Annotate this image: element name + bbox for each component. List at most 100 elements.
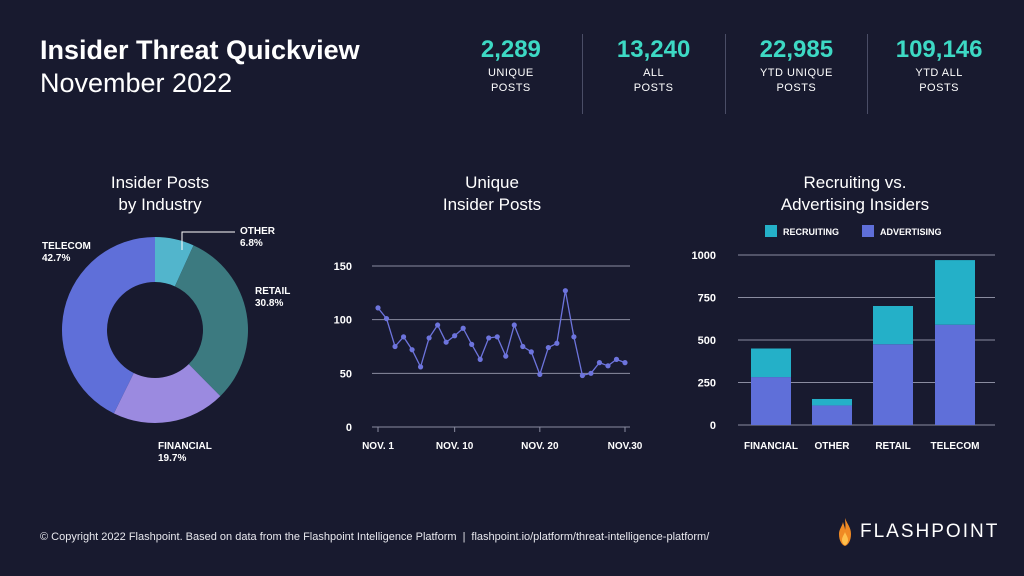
- footer-link[interactable]: flashpoint.io/platform/threat-intelligen…: [471, 531, 710, 543]
- line-point: [579, 372, 586, 379]
- line-point: [596, 360, 603, 366]
- bar-recruiting-financial: [751, 348, 791, 378]
- line-point: [417, 364, 424, 370]
- line-point: [375, 305, 381, 311]
- chart-title-line: Insider Posts: [110, 173, 210, 192]
- line-point: [537, 371, 543, 378]
- line-point: [554, 340, 560, 346]
- line-y-tick: 0: [346, 422, 352, 434]
- line-point: [528, 349, 534, 355]
- header: Insider Threat Quickview November 2022: [40, 34, 360, 100]
- bar-y-tick: 0: [710, 420, 716, 432]
- line-x-tick: NOV. 20: [521, 441, 559, 452]
- chart-title-line: Recruiting vs.: [803, 173, 907, 192]
- stat-ytd-all-posts: 109,146 YTD ALL POSTS: [867, 34, 1010, 114]
- stat-value: 22,985: [759, 36, 834, 63]
- line-point: [520, 343, 526, 350]
- chart-title-line: Advertising Insiders: [780, 195, 930, 214]
- line-point: [452, 333, 458, 339]
- legend-swatch-advertising: [862, 225, 874, 237]
- bar-recruiting-retail: [873, 306, 913, 345]
- stat-value: 13,240: [616, 36, 691, 63]
- line-point: [486, 335, 492, 341]
- line-point: [383, 315, 390, 322]
- bar-x-tick: FINANCIAL: [744, 441, 798, 452]
- line-x-tick: NOV. 1: [362, 441, 394, 452]
- line-chart-title: Unique Insider Posts: [392, 172, 592, 216]
- bar-x-tick: TELECOM: [931, 441, 980, 452]
- bar-advertising-other: [812, 405, 852, 425]
- stat-label: YTD ALL: [915, 67, 963, 79]
- line-point: [409, 347, 415, 353]
- bar-y-tick: 500: [698, 335, 716, 347]
- line-y-tick: 100: [334, 315, 352, 327]
- page-title: Insider Threat Quickview: [40, 35, 360, 65]
- bar-x-tick: OTHER: [815, 441, 851, 452]
- donut-label-other: OTHER: [240, 226, 276, 237]
- line-point: [503, 353, 509, 359]
- stat-label: POSTS: [776, 82, 817, 94]
- bar-advertising-financial: [751, 377, 791, 425]
- line-x-tick: NOV. 10: [436, 441, 474, 452]
- stat-label: POSTS: [633, 82, 674, 94]
- stat-label: UNIQUE: [487, 67, 534, 79]
- stat-ytd-unique-posts: 22,985 YTD UNIQUE POSTS: [724, 34, 868, 114]
- line-point: [622, 360, 628, 366]
- line-series: [377, 290, 626, 377]
- donut-value-retail: 30.8%: [255, 298, 283, 309]
- stat-label: ALL: [643, 67, 665, 79]
- bar-y-tick: 250: [698, 378, 716, 390]
- legend-swatch-recruiting: [765, 225, 777, 237]
- donut-value-other: 6.8%: [240, 238, 263, 249]
- donut-slice-other: [155, 237, 194, 287]
- stats-bar: 2,289 UNIQUE POSTS 13,240 ALL POSTS 22,9…: [440, 34, 1010, 114]
- line-point: [605, 363, 611, 369]
- bar-advertising-retail: [873, 344, 913, 425]
- line-point: [469, 341, 475, 347]
- stat-label: POSTS: [490, 82, 531, 94]
- line-y-tick: 50: [340, 368, 352, 380]
- line-point: [562, 288, 568, 294]
- bar-y-tick: 750: [698, 293, 716, 305]
- chart-title-line: Insider Posts: [442, 195, 542, 214]
- donut-value-financial: 19.7%: [158, 453, 186, 464]
- line-point: [613, 356, 620, 362]
- line-y-tick: 150: [334, 261, 352, 273]
- line-point: [443, 339, 449, 345]
- stat-label: POSTS: [919, 82, 960, 94]
- bar-x-tick: RETAIL: [875, 441, 910, 452]
- bar-advertising-telecom: [935, 324, 975, 425]
- stat-label: YTD UNIQUE: [759, 67, 833, 79]
- donut-label-retail: RETAIL: [255, 286, 290, 297]
- bar-recruiting-telecom: [935, 260, 975, 325]
- line-point: [588, 370, 594, 376]
- donut-slice-retail: [174, 245, 248, 397]
- line-x-tick: NOV.30: [608, 441, 643, 452]
- flame-icon: [839, 518, 851, 546]
- line-point: [545, 344, 551, 351]
- stat-value: 109,146: [895, 36, 983, 63]
- bar-y-tick: 1000: [692, 250, 716, 262]
- line-point: [477, 356, 483, 362]
- line-point: [511, 322, 517, 328]
- bar-recruiting-other: [812, 398, 852, 406]
- chart-title-line: Unique: [465, 173, 519, 192]
- stat-unique-posts: 2,289 UNIQUE POSTS: [440, 34, 582, 114]
- line-point: [460, 325, 466, 331]
- chart-title-line: by Industry: [118, 195, 202, 214]
- charts-canvas: OTHER6.8%RETAIL30.8%FINANCIAL19.7%TELECO…: [42, 225, 995, 464]
- donut-slice-financial: [113, 364, 221, 423]
- footer: © Copyright 2022 Flashpoint. Based on da…: [40, 531, 709, 543]
- donut-label-financial: FINANCIAL: [158, 441, 212, 452]
- donut-value-telecom: 42.7%: [42, 253, 70, 264]
- line-point: [392, 343, 398, 350]
- donut-chart-title: Insider Posts by Industry: [60, 172, 260, 216]
- line-point: [400, 334, 407, 340]
- stat-value: 2,289: [480, 36, 541, 63]
- line-point: [435, 322, 441, 328]
- bar-chart-title: Recruiting vs. Advertising Insiders: [740, 172, 970, 216]
- brand-name: FLASHPOINT: [860, 521, 1000, 542]
- donut-label-telecom: TELECOM: [42, 241, 91, 252]
- leader-line-other: [181, 231, 235, 250]
- legend-label-recruiting: RECRUITING: [783, 227, 839, 237]
